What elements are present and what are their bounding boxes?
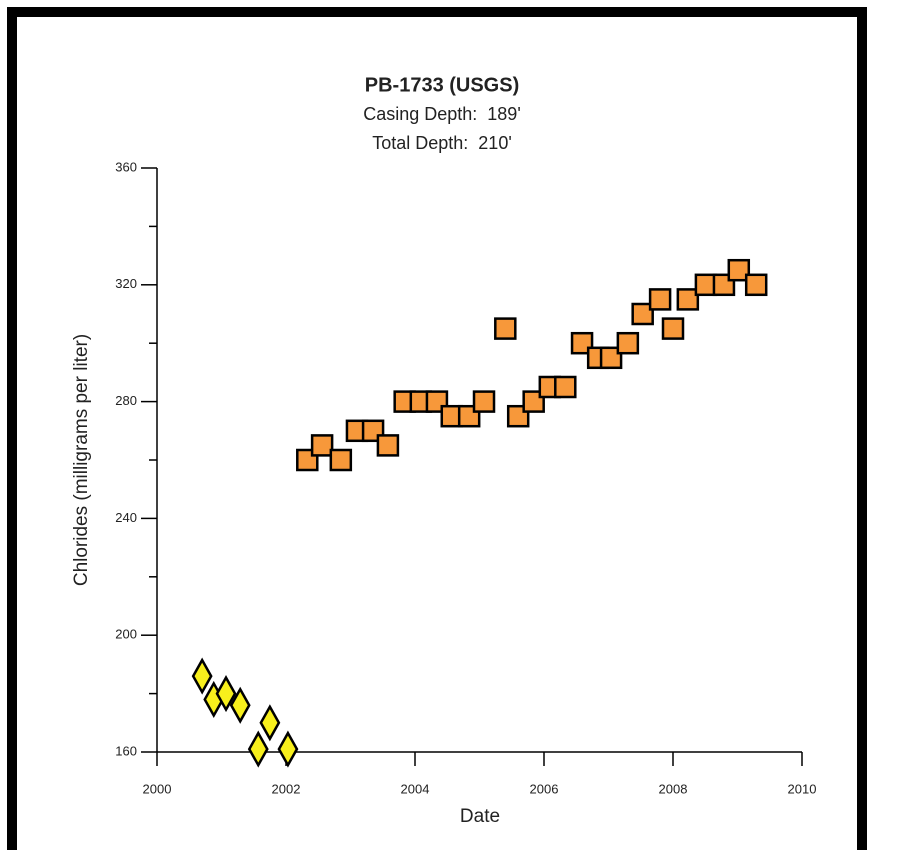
point	[648, 288, 672, 311]
point	[215, 675, 237, 713]
point	[616, 331, 640, 355]
y-tick-label: 360	[115, 159, 137, 174]
point	[661, 317, 685, 340]
y-tick-label: 200	[115, 627, 137, 642]
point	[599, 346, 623, 370]
point	[376, 434, 400, 457]
point	[259, 704, 281, 742]
point	[472, 390, 496, 413]
chart-subtitle: Total Depth: 210'	[372, 133, 512, 153]
chart-subtitle: Casing Depth: 189'	[363, 104, 521, 124]
x-tick-label: 2000	[143, 781, 172, 796]
frame	[7, 7, 867, 850]
point	[277, 730, 299, 768]
chart-title: PB-1733 (USGS)	[365, 74, 520, 96]
point	[310, 434, 334, 457]
point	[554, 375, 577, 399]
x-tick-label: 2004	[401, 781, 430, 796]
y-tick-label: 240	[115, 510, 137, 525]
point	[727, 258, 751, 282]
x-tick-label: 2008	[659, 781, 688, 796]
point	[329, 448, 353, 472]
y-tick-label: 160	[115, 743, 137, 758]
point	[191, 657, 213, 695]
x-tick-label: 2006	[530, 781, 559, 796]
point	[744, 273, 768, 297]
point	[631, 302, 654, 326]
point	[676, 288, 700, 311]
x-tick-label: 2010	[788, 781, 817, 796]
x-axis-label: Date	[460, 806, 500, 827]
y-tick-label: 280	[115, 393, 137, 408]
y-tick-label: 320	[115, 276, 137, 291]
y-axis-label: Chlorides (milligrams per liter)	[71, 334, 92, 586]
point	[229, 686, 251, 724]
x-tick-label: 2002	[272, 781, 301, 796]
point	[494, 317, 517, 340]
point	[247, 730, 269, 768]
